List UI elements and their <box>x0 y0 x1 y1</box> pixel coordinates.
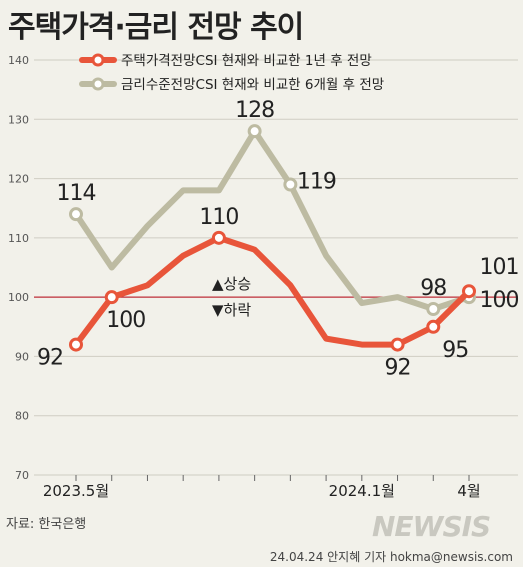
data-point-marker <box>390 337 405 352</box>
data-label: 92 <box>385 356 411 381</box>
y-tick-label: 80 <box>15 410 29 423</box>
legend-swatch-marker <box>91 77 105 91</box>
annotation-up: ▲상승 <box>212 275 251 293</box>
data-point-marker <box>211 230 226 245</box>
data-label: 110 <box>199 205 238 230</box>
data-point-marker <box>69 207 83 222</box>
y-tick-label: 110 <box>8 232 29 245</box>
data-point-marker <box>426 302 441 316</box>
legend-label: 주택가격전망CSI 현재와 비교한 1년 후 전망 <box>121 53 372 69</box>
data-label: 92 <box>37 346 63 371</box>
data-point-marker <box>426 319 441 334</box>
data-label: 119 <box>297 170 336 195</box>
legend-label: 금리수준전망CSI 현재와 비교한 6개월 후 전망 <box>121 77 384 93</box>
x-tick-label: 2023.5월 <box>43 482 109 500</box>
watermark: NEWSIS <box>372 510 491 543</box>
y-tick-label: 130 <box>8 113 29 126</box>
data-label: 98 <box>420 276 446 301</box>
annotation-down: ▼하락 <box>212 301 251 319</box>
y-tick-label: 90 <box>15 350 29 363</box>
data-label: 100 <box>480 288 519 313</box>
y-tick-label: 120 <box>8 173 29 186</box>
data-point-marker <box>69 337 83 352</box>
y-tick-label: 100 <box>8 291 29 304</box>
data-label: 128 <box>235 98 274 123</box>
data-label: 100 <box>106 308 145 333</box>
series-line-interest-rate <box>73 128 472 312</box>
data-point-marker <box>462 284 476 299</box>
data-label: 114 <box>57 181 96 206</box>
legend-swatch-marker <box>91 53 105 67</box>
data-label: 101 <box>480 255 519 280</box>
data-point-marker <box>247 124 262 139</box>
y-tick-label: 140 <box>8 54 29 67</box>
source-note: 자료: 한국은행 <box>6 517 87 532</box>
data-point-marker <box>283 177 298 192</box>
x-tick-label: 4월 <box>457 482 480 500</box>
page-title: 주택가격·금리 전망 추이 <box>8 10 304 45</box>
data-label: 95 <box>442 338 468 363</box>
credit-line: 24.04.24 안지혜 기자 hokma@newsis.com <box>269 550 513 564</box>
x-tick-label: 2024.1월 <box>329 482 395 500</box>
data-point-marker <box>104 290 119 305</box>
y-tick-label: 70 <box>15 469 29 482</box>
